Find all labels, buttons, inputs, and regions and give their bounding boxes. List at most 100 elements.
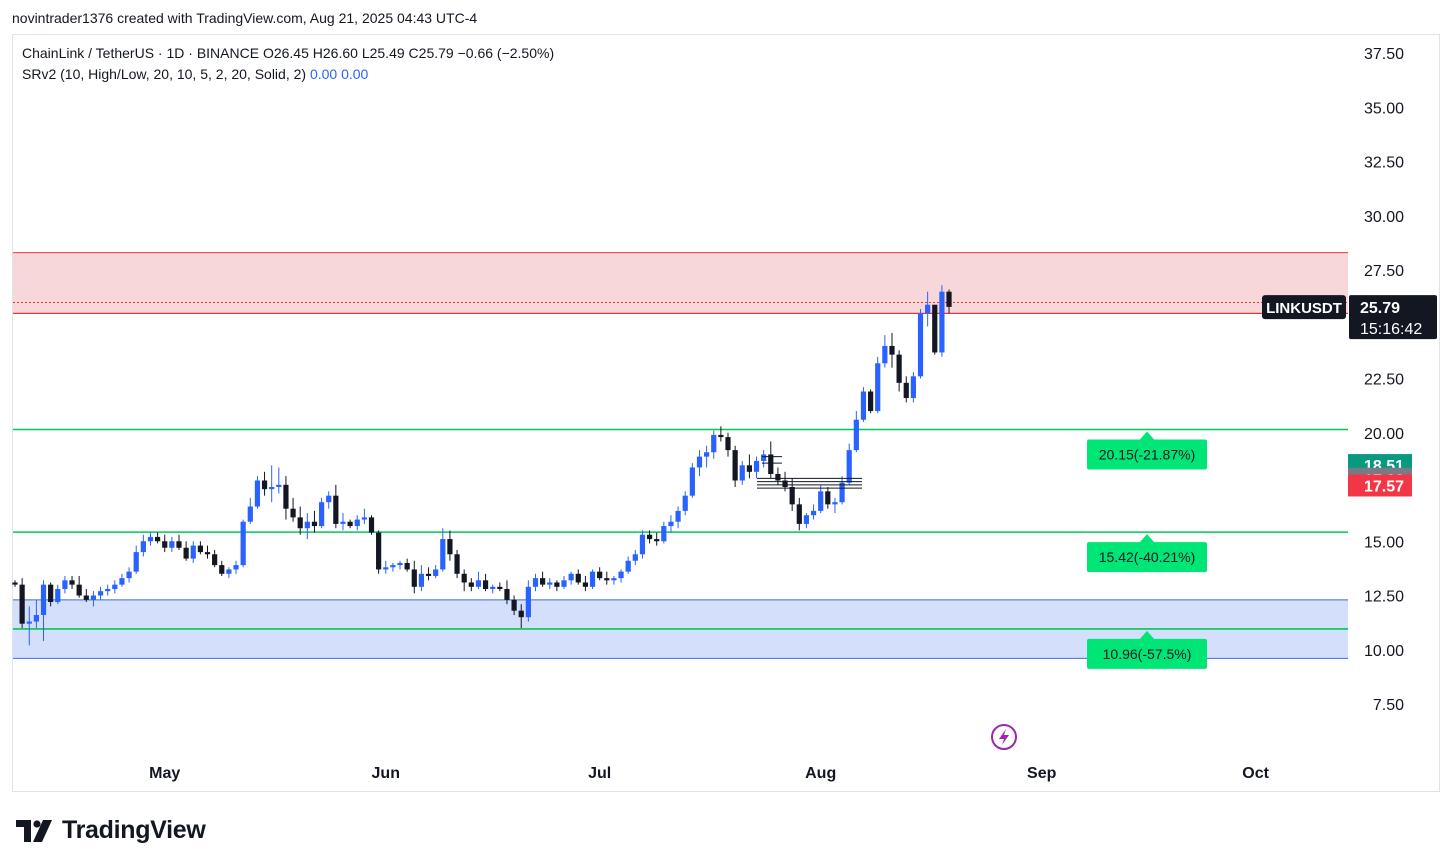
candle-body — [696, 456, 703, 468]
candle-132 — [946, 289, 952, 314]
candle-body — [90, 595, 97, 600]
price-tick-label: 32.50 — [1364, 155, 1404, 172]
candle-64 — [461, 569, 467, 592]
level-label-3: 10.96(-57.5%) — [1087, 630, 1207, 669]
ohlc-low: L25.49 — [361, 45, 405, 61]
candle-body — [418, 573, 425, 587]
price-tick-label: 20.00 — [1364, 426, 1404, 443]
level-label-bg — [1087, 542, 1207, 573]
candle-54 — [390, 562, 396, 572]
candle-body — [112, 584, 118, 589]
candle-body — [868, 391, 874, 412]
levels-layer — [13, 428, 1348, 630]
last-price-tag: LINKUSDT 25.79 15:16:42 — [1262, 295, 1437, 340]
candle-body — [597, 571, 603, 579]
candle-body — [354, 519, 360, 527]
candle-body — [390, 565, 396, 568]
candle-body — [796, 504, 802, 524]
tradingview-logo[interactable]: TradingView — [16, 816, 206, 845]
ohlc-open: O26.45 — [262, 45, 309, 61]
candle-81 — [582, 575, 588, 592]
candle-body — [133, 552, 139, 572]
candle-body — [482, 580, 489, 589]
candle-body — [347, 521, 353, 527]
candle-65 — [468, 578, 474, 592]
candle-21 — [155, 532, 161, 544]
candle-body — [26, 621, 32, 624]
candle-body — [62, 580, 68, 589]
candle-body — [682, 495, 688, 511]
candle-47 — [340, 513, 346, 531]
candle-60 — [433, 565, 439, 579]
candle-131 — [939, 285, 945, 357]
price-tick-label: 12.50 — [1364, 589, 1404, 606]
candle-body — [254, 480, 261, 507]
candle-body — [925, 304, 931, 314]
candle-body — [853, 419, 859, 451]
candle-body — [383, 567, 389, 570]
candle-body — [376, 532, 382, 570]
candle-98 — [704, 445, 710, 468]
candle-body — [525, 586, 531, 618]
price-tick-label: 30.00 — [1364, 209, 1404, 226]
price-tick-label: 22.50 — [1364, 372, 1404, 389]
candle-43 — [311, 510, 318, 533]
candle-82 — [589, 569, 596, 589]
candle-85 — [611, 575, 617, 585]
candle-body — [340, 521, 346, 524]
candle-body — [718, 434, 724, 438]
candle-35 — [254, 476, 261, 509]
candle-28 — [204, 545, 211, 559]
candle-100 — [718, 426, 724, 442]
candle-body — [454, 554, 460, 574]
level-label-text: 20.15(-21.87%) — [1099, 446, 1196, 462]
candle-body — [511, 599, 517, 611]
candle-40 — [290, 497, 296, 522]
resistance-zone — [13, 252, 1348, 314]
candle-36 — [261, 471, 268, 496]
candle-45 — [326, 491, 332, 509]
candle-120 — [860, 387, 867, 422]
candle-body — [368, 517, 375, 533]
candle-14 — [105, 584, 111, 596]
indicator-legend[interactable]: SRv2 (10, High/Low, 20, 10, 5, 2, 20, So… — [22, 66, 368, 82]
candle-57 — [411, 560, 417, 594]
candle-130 — [932, 304, 938, 355]
candle-111 — [796, 497, 802, 531]
lightning-icon-bolt — [999, 729, 1009, 745]
candle-body — [83, 595, 89, 600]
candle-38 — [276, 467, 282, 494]
candles-layer — [12, 285, 952, 646]
level-label-pointer — [1139, 431, 1155, 441]
month-label-jul: Jul — [588, 765, 611, 782]
candle-body — [33, 615, 39, 622]
candle-body — [547, 582, 553, 585]
candle-body — [269, 487, 275, 490]
candle-body — [504, 588, 510, 600]
tradingview-logo-icon — [16, 819, 52, 842]
ticker-tag-text: LINKUSDT — [1266, 300, 1342, 317]
candle-body — [768, 454, 774, 474]
candle-119 — [853, 411, 859, 453]
candle-1 — [12, 580, 18, 587]
candle-body — [654, 539, 660, 542]
candle-113 — [810, 504, 817, 520]
indicator-name: SRv2 (10, High/Low, 20, 10, 5, 2, 20, So… — [22, 66, 307, 82]
candle-body — [775, 473, 781, 481]
candle-84 — [604, 571, 610, 585]
candle-123 — [882, 335, 888, 368]
candle-body — [497, 586, 503, 589]
candle-107 — [768, 441, 774, 479]
ohlc-high: H26.60 — [312, 45, 358, 61]
candle-94 — [675, 506, 681, 529]
month-label-may: May — [149, 765, 180, 782]
candle-body — [753, 460, 760, 472]
candle-body — [675, 510, 681, 522]
level-label-pointer — [1139, 534, 1155, 544]
candle-13 — [97, 586, 104, 600]
candle-body — [732, 450, 738, 481]
candle-body — [261, 480, 268, 490]
level-label-1: 20.15(-21.87%) — [1087, 431, 1207, 470]
